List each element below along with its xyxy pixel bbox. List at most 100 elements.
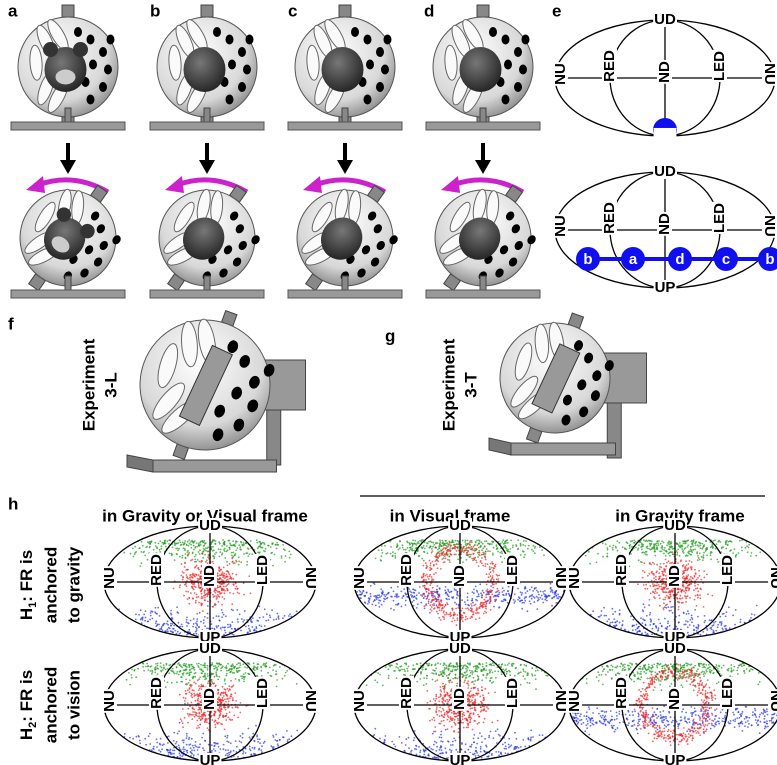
sample-dot xyxy=(699,575,701,577)
sample-dot xyxy=(198,717,200,719)
sample-dot xyxy=(607,547,609,549)
sample-dot xyxy=(274,554,276,556)
base-plate xyxy=(426,122,540,130)
sample-dot xyxy=(481,595,483,597)
sample-dot xyxy=(483,669,485,671)
arrowhead xyxy=(60,160,76,174)
sample-dot xyxy=(683,542,685,544)
sample-dot xyxy=(266,613,268,615)
dot xyxy=(376,47,384,57)
sample-dot xyxy=(196,542,198,544)
sample-dot xyxy=(193,690,195,692)
sample-dot xyxy=(437,591,439,593)
sample-dot xyxy=(490,543,492,545)
sample-dot xyxy=(682,597,684,599)
sample-dot xyxy=(697,577,699,579)
sample-dot xyxy=(711,629,713,631)
sample-dot xyxy=(511,663,513,665)
sample-dot xyxy=(489,598,491,600)
sample-dot xyxy=(481,669,483,671)
sample-dot xyxy=(413,605,415,607)
sample-dot xyxy=(168,543,170,545)
sample-dot xyxy=(492,672,494,674)
sample-dot xyxy=(239,546,241,548)
sample-dot xyxy=(699,597,701,599)
sample-dot xyxy=(481,679,483,681)
sample-dot xyxy=(214,553,216,555)
sample-dot xyxy=(468,676,470,678)
sample-dot xyxy=(659,586,661,588)
sample-dot xyxy=(230,742,232,744)
sample-dot xyxy=(602,542,604,544)
sample-dot xyxy=(672,590,674,592)
sample-dot xyxy=(507,664,509,666)
sample-dot xyxy=(238,564,240,566)
sample-dot xyxy=(390,608,392,610)
sample-dot xyxy=(754,614,756,616)
sample-dot xyxy=(393,600,395,602)
sample-dot xyxy=(512,546,514,548)
sample-dot xyxy=(435,673,437,675)
sample-dot xyxy=(473,592,475,594)
sample-dot xyxy=(750,617,752,619)
sample-dot xyxy=(702,631,704,633)
sample-dot xyxy=(454,666,456,668)
sample-dot xyxy=(467,680,469,682)
sample-dot xyxy=(231,545,233,547)
sample-dot xyxy=(410,674,412,676)
sample-dot xyxy=(496,595,498,597)
sample-dot xyxy=(402,544,404,546)
sample-dot xyxy=(226,670,228,672)
sample-dot xyxy=(436,742,438,744)
sample-dot xyxy=(167,750,169,752)
sample-dot xyxy=(555,595,557,597)
sample-dot xyxy=(435,546,437,548)
sample-dot xyxy=(646,551,648,553)
sample-dot xyxy=(423,575,425,577)
sample-dot xyxy=(669,555,671,557)
sample-dot xyxy=(233,715,235,717)
dot xyxy=(489,27,497,37)
sample-dot xyxy=(499,592,501,594)
sample-dot xyxy=(420,678,422,680)
sample-dot xyxy=(680,560,682,562)
sample-dot xyxy=(473,605,475,607)
sample-dot xyxy=(276,548,278,550)
sample-dot xyxy=(425,683,427,685)
sample-dot xyxy=(171,631,173,633)
sample-dot xyxy=(496,574,498,576)
sample-dot xyxy=(661,588,663,590)
sample-dot xyxy=(195,741,197,743)
sample-dot xyxy=(186,621,188,623)
sample-dot xyxy=(613,618,615,620)
sample-dot xyxy=(200,711,202,713)
sample-dot xyxy=(160,738,162,740)
sample-dot xyxy=(725,543,727,545)
sample-dot xyxy=(162,744,164,746)
sample-dot xyxy=(391,665,393,667)
sample-dot xyxy=(461,618,463,620)
map-label: NU xyxy=(552,63,569,85)
sample-dot xyxy=(161,626,163,628)
sample-dot xyxy=(224,630,226,632)
sample-dot xyxy=(492,584,494,586)
sample-dot xyxy=(456,685,458,687)
map-label: ND xyxy=(201,565,218,587)
sample-dot xyxy=(663,587,665,589)
sample-dot xyxy=(456,603,458,605)
sample-dot xyxy=(515,667,517,669)
sample-dot xyxy=(419,586,421,588)
sample-dot xyxy=(670,551,672,553)
sample-dot xyxy=(452,678,454,680)
sample-dot xyxy=(462,617,464,619)
sample-dot xyxy=(216,675,218,677)
sample-dot xyxy=(224,575,226,577)
sample-dot xyxy=(201,560,203,562)
sample-dot xyxy=(710,627,712,629)
sample-dot xyxy=(450,545,452,547)
sample-dot xyxy=(645,624,647,626)
sample-dot xyxy=(422,669,424,671)
sample-dot xyxy=(659,568,661,570)
sample-dot xyxy=(227,688,229,690)
sample-dot xyxy=(381,595,383,597)
